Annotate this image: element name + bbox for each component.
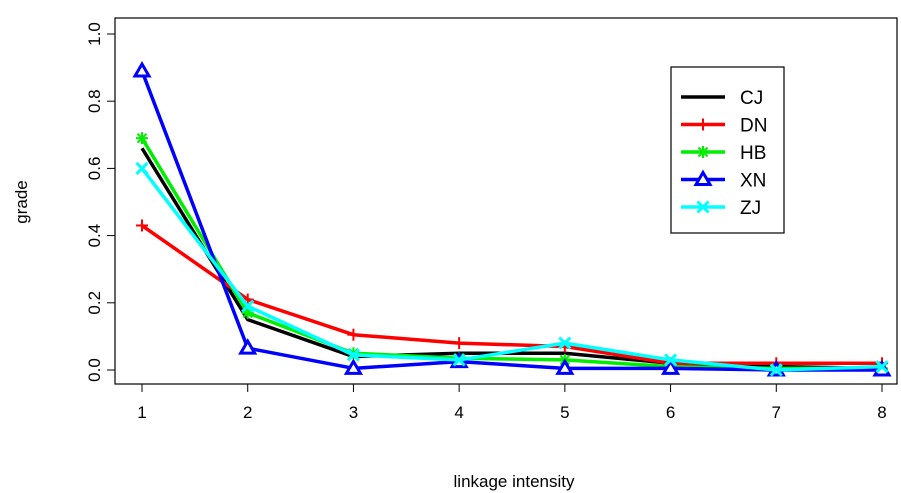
legend-label-xn: XN — [740, 171, 766, 192]
y-tick-label: 0.8 — [85, 89, 104, 113]
data-point-xn — [238, 338, 258, 355]
legend-marker-zj — [696, 200, 710, 214]
x-tick-label: 2 — [243, 403, 252, 422]
x-axis-title: linkage intensity — [454, 472, 575, 491]
series-line-zj — [140, 167, 883, 372]
series-layer — [132, 60, 892, 377]
legend-marker-xn — [693, 169, 713, 186]
data-point-zj — [452, 353, 466, 367]
data-point-zj — [769, 363, 783, 377]
legend: CJ DN HB XN ZJ — [670, 66, 785, 234]
x-axis: 1 2 3 4 5 6 7 8 — [137, 383, 887, 422]
legend-label-dn: DN — [740, 116, 767, 137]
y-tick-label: 0.2 — [85, 291, 104, 315]
data-point-zj — [135, 161, 149, 175]
legend-marker-dn — [697, 118, 709, 131]
data-point-dn — [453, 337, 466, 350]
data-point-hb — [241, 306, 254, 319]
x-tick-label: 6 — [666, 403, 675, 422]
legend-label-hb: HB — [740, 143, 766, 164]
legend-marker-hb — [697, 146, 709, 158]
data-point-zj — [664, 353, 678, 367]
series-zj — [135, 161, 889, 377]
data-point-dn — [347, 328, 360, 341]
y-tick-label: 1.0 — [85, 22, 104, 46]
data-point-xn — [132, 60, 152, 78]
data-point-zj — [558, 336, 572, 350]
y-axis-title: grade — [12, 180, 31, 223]
series-line-dn — [140, 224, 882, 366]
data-point-zj — [241, 299, 255, 313]
x-tick-label: 3 — [349, 403, 358, 422]
data-point-zj — [346, 348, 360, 362]
legend-label-zj: ZJ — [740, 198, 761, 219]
data-point-dn — [136, 219, 148, 232]
data-point-xn — [343, 358, 364, 375]
y-tick-label: 0.0 — [85, 358, 104, 382]
x-tick-label: 7 — [772, 403, 781, 422]
data-point-xn — [555, 358, 575, 375]
y-axis: 0.0 0.2 0.4 0.6 0.8 1.0 — [85, 22, 116, 382]
data-point-zj — [875, 360, 889, 374]
data-point-hb — [136, 132, 148, 145]
x-tick-label: 1 — [137, 403, 146, 422]
legend-label-cj: CJ — [740, 88, 763, 109]
x-tick-label: 8 — [877, 403, 886, 422]
data-point-xn — [660, 358, 681, 375]
x-tick-label: 4 — [454, 403, 463, 422]
x-tick-label: 5 — [560, 403, 569, 422]
y-tick-label: 0.4 — [85, 224, 104, 248]
y-tick-label: 0.6 — [85, 157, 104, 181]
